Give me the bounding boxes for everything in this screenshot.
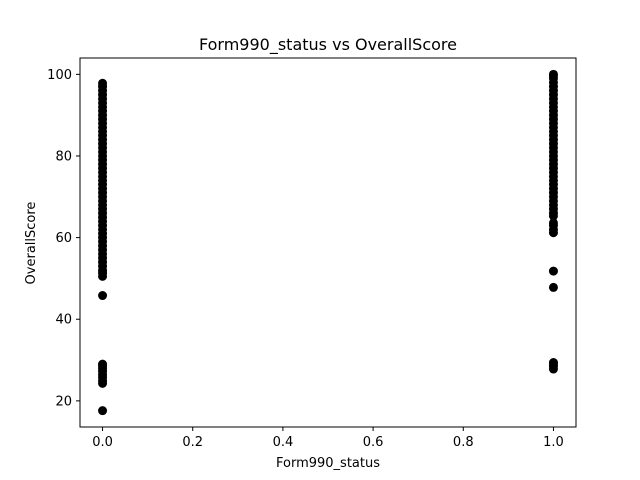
y-tick-label: 20: [55, 394, 72, 409]
plot-area-frame: [79, 57, 577, 428]
data-point: [98, 359, 108, 369]
data-point: [548, 218, 558, 228]
x-axis-label: Form990_status: [276, 456, 380, 471]
data-points: [98, 69, 558, 416]
y-tick-label: 80: [55, 149, 72, 164]
data-point: [548, 358, 558, 368]
data-point: [548, 69, 558, 79]
x-axis-ticks: 0.0 0.2 0.4 0.6 0.8 1.0: [92, 427, 564, 450]
data-point: [548, 282, 558, 292]
x-tick-label: 0.6: [363, 435, 384, 450]
data-point: [98, 291, 108, 301]
x-tick-label: 0.2: [182, 435, 203, 450]
y-tick-label: 100: [47, 68, 72, 83]
y-axis-ticks: 20 40 60 80 100: [47, 68, 80, 409]
y-tick-label: 40: [55, 313, 72, 328]
data-point: [98, 78, 108, 88]
y-axis-label: OverallScore: [24, 202, 39, 285]
x-tick-label: 1.0: [543, 435, 564, 450]
data-point: [548, 266, 558, 276]
y-tick-label: 60: [55, 231, 72, 246]
x-tick-label: 0.0: [92, 435, 113, 450]
chart-title: Form990_status vs OverallScore: [199, 35, 457, 55]
data-point: [98, 406, 108, 416]
x-tick-label: 0.8: [453, 435, 474, 450]
x-tick-label: 0.4: [273, 435, 294, 450]
